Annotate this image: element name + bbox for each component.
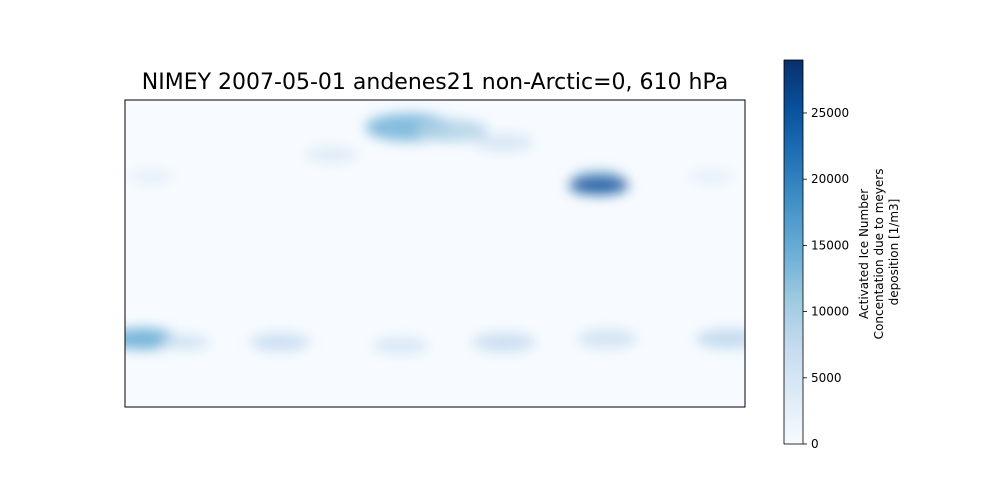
heatmap-cell bbox=[471, 331, 536, 353]
colorbar-label: Activated Ice Number Concentation due to… bbox=[857, 165, 901, 340]
heatmap-cell bbox=[416, 119, 489, 143]
heatmap-cell bbox=[161, 334, 210, 350]
colorbar-label-line-3: deposition [1/m3] bbox=[887, 199, 901, 306]
map-background bbox=[125, 100, 745, 407]
heatmap-cell bbox=[695, 328, 745, 350]
heatmap-cell bbox=[568, 175, 629, 195]
colorbar-tick-label: 15000 bbox=[811, 238, 849, 252]
heatmap-cell bbox=[128, 169, 173, 184]
colorbar-label-line-1: Activated Ice Number bbox=[857, 189, 871, 319]
colorbar-tick-label: 20000 bbox=[811, 172, 849, 186]
heatmap-cell bbox=[473, 133, 534, 153]
colorbar-tick-label: 10000 bbox=[811, 305, 849, 319]
colorbar-gradient bbox=[783, 59, 804, 445]
heatmap-cell bbox=[372, 336, 429, 355]
chart-title: NIMEY 2007-05-01 andenes21 non-Arctic=0,… bbox=[142, 70, 728, 95]
heatmap-cell bbox=[250, 332, 310, 352]
heatmap-cell bbox=[577, 329, 638, 349]
map-frame bbox=[124, 99, 746, 408]
colorbar-label-line-2: Concentation due to meyers bbox=[872, 169, 886, 340]
colorbar: 0 5000 10000 15000 20000 25000 Activated Ice … bbox=[783, 59, 901, 451]
heatmap-cell bbox=[305, 146, 358, 163]
colorbar-tick-label: 25000 bbox=[811, 106, 849, 120]
map-area bbox=[124, 99, 746, 408]
colorbar-tick-label: 5000 bbox=[811, 371, 842, 385]
heatmap-cell bbox=[688, 169, 733, 184]
colorbar-tick-label: 0 bbox=[811, 437, 819, 451]
colorbar-ticks: 0 5000 10000 15000 20000 25000 bbox=[803, 106, 849, 451]
heatmap-field bbox=[125, 113, 745, 355]
